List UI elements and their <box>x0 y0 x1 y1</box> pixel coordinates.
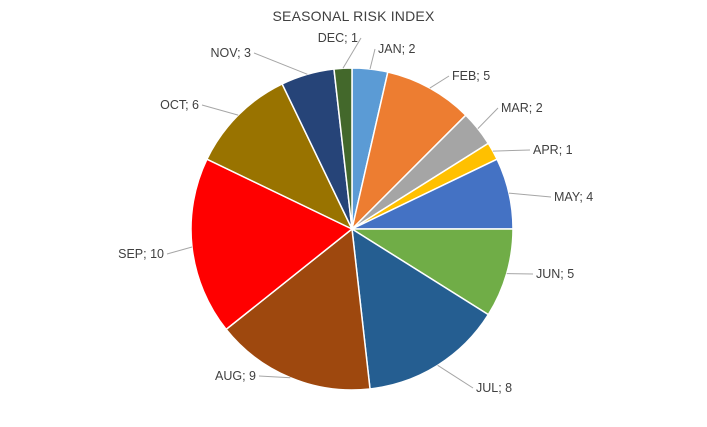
data-label-may: MAY; 4 <box>554 190 593 204</box>
data-label-dec: DEC; 1 <box>318 31 358 45</box>
leader-line-nov <box>253 52 308 75</box>
leader-line-feb <box>429 75 450 89</box>
pie-slice-aug <box>225 227 371 391</box>
data-label-apr: APR; 1 <box>533 143 573 157</box>
data-label-mar: MAR; 2 <box>501 101 543 115</box>
leader-line-aug <box>258 375 291 379</box>
data-label-sep: SEP; 10 <box>118 247 164 261</box>
data-label-jul: JUL; 8 <box>476 381 512 395</box>
chart-title: SEASONAL RISK INDEX <box>272 8 435 24</box>
data-labels: JAN; 2 FEB; 5 MAR; 2 APR; 1 MAY; 4 JUN; 5 JUL;… <box>118 31 593 395</box>
pie-slice-oct <box>205 82 354 231</box>
leader-line-mar <box>477 107 499 129</box>
leader-line-apr <box>492 149 531 152</box>
data-label-jun: JUN; 5 <box>536 267 574 281</box>
pie-slice-jun <box>349 228 514 316</box>
data-label-oct: OCT; 6 <box>160 98 199 112</box>
leader-lines <box>166 37 552 389</box>
leader-line-oct <box>201 104 239 116</box>
leader-line-sep <box>166 246 193 255</box>
pie-slice-jul <box>351 227 490 390</box>
pie-slice-dec <box>333 67 353 230</box>
leader-line-jan <box>369 48 376 70</box>
data-label-aug: AUG; 9 <box>215 369 256 383</box>
leader-line-dec <box>342 37 362 69</box>
pie-slice-feb <box>350 71 467 232</box>
leader-line-may <box>508 192 552 198</box>
data-label-jan: JAN; 2 <box>378 42 416 56</box>
leader-line-jul <box>437 364 474 389</box>
data-label-feb: FEB; 5 <box>452 69 490 83</box>
pie-slice-sep <box>190 158 354 331</box>
data-label-nov: NOV; 3 <box>210 46 251 60</box>
pie-slices <box>190 67 514 391</box>
